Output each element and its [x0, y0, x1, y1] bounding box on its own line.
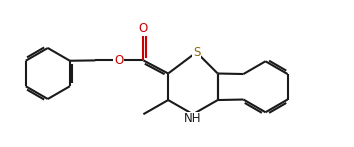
Text: O: O [114, 54, 123, 67]
Text: O: O [139, 22, 148, 35]
Text: S: S [193, 46, 200, 59]
Text: NH: NH [184, 112, 202, 125]
